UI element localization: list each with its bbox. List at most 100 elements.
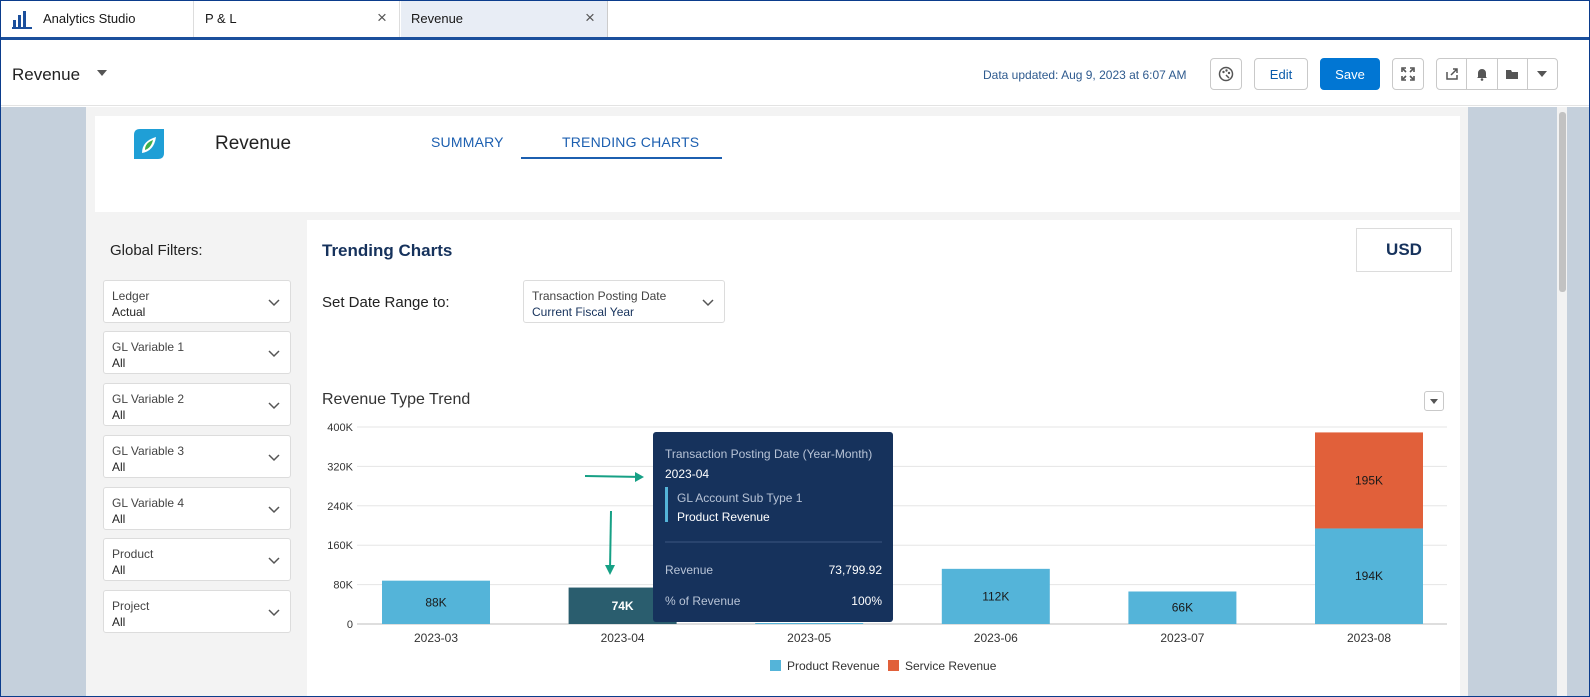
date-range-label: Set Date Range to:: [322, 294, 450, 311]
tooltip-row-value: 100%: [851, 594, 882, 608]
dashboard-header: Revenue Data updated: Aug 9, 2023 at 6:0…: [0, 43, 1590, 106]
data-updated-text: Data updated: Aug 9, 2023 at 6:07 AM: [983, 68, 1187, 82]
tab-pl[interactable]: P & L ×: [195, 0, 400, 37]
chevron-down-icon: [268, 350, 280, 358]
annotation-arrowhead: [605, 565, 615, 575]
edit-button[interactable]: Edit: [1254, 58, 1308, 90]
fullscreen-button[interactable]: [1392, 58, 1424, 90]
chevron-down-icon: [268, 402, 280, 410]
chevron-down-icon: [268, 454, 280, 462]
y-tick-label: 400K: [327, 422, 353, 434]
filter-product[interactable]: Product All: [103, 538, 291, 581]
theme-button[interactable]: [1210, 58, 1242, 90]
annotation-arrow-horizontal: [584, 475, 641, 478]
data-label: 194K: [1355, 569, 1383, 583]
more-actions-button[interactable]: [1528, 59, 1557, 89]
x-tick-label: 2023-05: [787, 631, 831, 645]
section-title: Trending Charts: [322, 241, 453, 260]
x-tick-label: 2023-08: [1347, 631, 1391, 645]
dashboard-title: Revenue: [215, 133, 292, 154]
date-range-select[interactable]: Transaction Posting Date Current Fiscal …: [523, 280, 725, 323]
notifications-button[interactable]: [1467, 59, 1498, 89]
filter-label: Ledger: [112, 289, 150, 303]
annotation-arrow-vertical: [609, 510, 612, 571]
page-title: Revenue: [12, 65, 81, 84]
y-tick-label: 160K: [327, 540, 353, 552]
dashboard-title-card: [95, 116, 1460, 212]
tooltip-group-label: GL Account Sub Type 1: [677, 491, 803, 505]
close-icon[interactable]: ×: [377, 8, 387, 27]
legend-swatch-product: [770, 660, 781, 671]
scrollbar-thumb[interactable]: [1559, 112, 1566, 292]
chart-menu-button[interactable]: [1424, 391, 1444, 411]
data-label: 195K: [1355, 473, 1383, 487]
tab-label: P & L: [205, 11, 237, 26]
tooltip-row-label: % of Revenue: [665, 594, 741, 608]
x-tick-label: 2023-06: [974, 631, 1018, 645]
active-tab-underline: [521, 157, 722, 159]
chart-tooltip: [653, 432, 893, 622]
save-button[interactable]: Save: [1320, 58, 1380, 90]
filter-gl-variable-2[interactable]: GL Variable 2 All: [103, 383, 291, 426]
y-tick-label: 0: [347, 619, 353, 631]
share-button[interactable]: [1437, 59, 1468, 89]
currency-badge: USD: [1356, 228, 1452, 272]
filter-label: GL Variable 1: [112, 340, 185, 354]
filter-value: All: [112, 460, 126, 474]
chevron-down-icon: [1430, 399, 1438, 404]
chevron-down-icon: [702, 299, 714, 307]
tooltip-group-value: Product Revenue: [677, 510, 770, 524]
bar-product-2023-05: [755, 623, 864, 624]
x-tick-label: 2023-04: [601, 631, 645, 645]
y-tick-label: 80K: [333, 580, 353, 592]
date-select-value: Current Fiscal Year: [532, 305, 635, 319]
bar-service-2023-08: [1315, 432, 1423, 529]
action-button-group: [1436, 58, 1558, 90]
chevron-down-icon: [268, 506, 280, 514]
bar-product-2023-07: [1128, 591, 1237, 624]
filter-project[interactable]: Project All: [103, 590, 291, 633]
filter-label: Project: [112, 599, 150, 613]
bell-icon: [1476, 69, 1487, 81]
app-name: Analytics Studio: [43, 11, 136, 26]
chevron-down-icon: [268, 609, 280, 617]
caret-down-icon[interactable]: [96, 67, 108, 79]
chevron-down-icon: [1537, 71, 1548, 77]
bar-product-2023-06: [941, 568, 1050, 624]
x-tick-label: 2023-03: [414, 631, 458, 645]
app-home-tab[interactable]: Analytics Studio: [0, 0, 194, 37]
folder-icon: [1505, 69, 1518, 79]
filter-value: All: [112, 512, 126, 526]
filter-value: Actual: [112, 305, 146, 319]
global-filters-title: Global Filters:: [110, 242, 203, 259]
close-icon[interactable]: ×: [585, 8, 595, 27]
legend-label-product: Product Revenue: [787, 659, 880, 673]
open-folder-button[interactable]: [1498, 59, 1528, 89]
tab-revenue[interactable]: Revenue ×: [401, 0, 608, 37]
tab-trending-charts[interactable]: TRENDING CHARTS: [562, 134, 700, 150]
data-label: 112K: [982, 589, 1009, 603]
share-icon: [1445, 68, 1458, 80]
analytics-studio-icon: [12, 10, 32, 29]
filter-value: All: [112, 615, 126, 629]
chart-title: Revenue Type Trend: [322, 391, 471, 408]
tooltip-header-label: Transaction Posting Date (Year-Month): [665, 447, 872, 461]
expand-icon: [1401, 67, 1415, 81]
filter-value: All: [112, 563, 126, 577]
dashboard-logo-icon: [134, 129, 164, 159]
data-label: 88K: [425, 595, 446, 609]
tooltip-header-value: 2023-04: [665, 467, 709, 481]
vertical-scrollbar[interactable]: [1557, 107, 1567, 697]
filter-gl-variable-4[interactable]: GL Variable 4 All: [103, 487, 291, 530]
palette-icon: [1218, 66, 1234, 82]
filter-label: GL Variable 2: [112, 392, 185, 406]
filter-gl-variable-1[interactable]: GL Variable 1 All: [103, 331, 291, 374]
filter-label: GL Variable 4: [112, 496, 185, 510]
legend-label-service: Service Revenue: [905, 659, 997, 673]
legend-swatch-service: [888, 660, 899, 671]
filter-gl-variable-3[interactable]: GL Variable 3 All: [103, 435, 291, 478]
filter-ledger[interactable]: Ledger Actual: [103, 280, 291, 323]
tooltip-row-value: 73,799.92: [829, 563, 883, 577]
chevron-down-icon: [268, 557, 280, 565]
tab-summary[interactable]: SUMMARY: [431, 134, 504, 150]
